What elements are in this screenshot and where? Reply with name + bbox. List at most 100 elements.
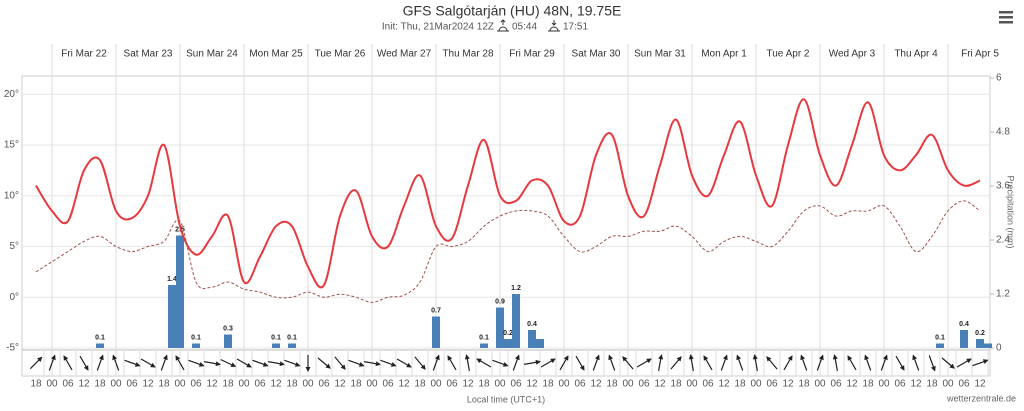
wind-arrow	[658, 354, 664, 371]
x-tick-label: 12	[462, 379, 474, 390]
x-tick-label: 18	[94, 379, 106, 390]
wind-arrow	[188, 359, 205, 367]
wind-arrow-head	[358, 362, 365, 367]
wind-arrow	[268, 361, 285, 367]
x-tick-label: 00	[558, 379, 570, 390]
x-tick-label: 12	[846, 379, 858, 390]
x-tick-label: 12	[398, 379, 410, 390]
x-tick-label: 18	[30, 379, 42, 390]
wind-arrow-head	[864, 354, 869, 361]
wind-arrow-head	[688, 354, 694, 360]
wind-arrow	[220, 359, 237, 367]
wind-arrow-head	[931, 365, 936, 372]
x-tick-label: 12	[718, 379, 730, 390]
wind-arrow	[800, 354, 808, 371]
precipitation-label: 0.1	[479, 334, 489, 341]
x-tick-label: 18	[478, 379, 490, 390]
day-label: Sun Mar 24	[186, 49, 238, 60]
precipitation-label: 2.5	[175, 226, 185, 233]
wind-arrow-head	[435, 354, 440, 361]
x-tick-label: 06	[190, 379, 202, 390]
menu-button[interactable]	[999, 11, 1013, 24]
y-tick-label: 5°	[9, 241, 19, 252]
day-label: Fri Apr 5	[961, 49, 999, 60]
wind-arrow-head	[51, 354, 56, 361]
x-tick-label: 00	[494, 379, 506, 390]
wind-arrow	[880, 354, 888, 371]
x-tick-label: 12	[270, 379, 282, 390]
x-tick-label: 18	[606, 379, 618, 390]
precipitation-bar	[512, 294, 520, 348]
precipitation-bar	[96, 343, 104, 348]
wind-arrow	[736, 354, 744, 371]
x-tick-label: 18	[734, 379, 746, 390]
wind-arrow	[380, 359, 397, 367]
wind-arrow-head	[447, 355, 453, 361]
day-label: Sat Mar 23	[124, 49, 173, 60]
wind-arrow-head	[340, 364, 346, 370]
y2-tick-label: 6	[996, 73, 1002, 84]
x-tick-label: 06	[638, 379, 650, 390]
precipitation-label: 0.4	[527, 321, 537, 328]
day-label: Fri Mar 22	[61, 49, 107, 60]
x-tick-label: 00	[302, 379, 314, 390]
x-tick-label: 06	[958, 379, 970, 390]
wind-arrow-head	[476, 358, 482, 364]
wind-arrow	[305, 355, 311, 372]
wind-arrow	[956, 358, 972, 368]
precipitation-bar	[272, 343, 280, 348]
precipitation-bar	[528, 330, 536, 348]
x-tick-label: 18	[158, 379, 170, 390]
precipitation-label: 1.4	[167, 276, 177, 283]
wind-arrow	[464, 354, 470, 371]
wind-arrow-head	[622, 356, 628, 362]
x-tick-label: 18	[542, 379, 554, 390]
wind-arrow-head	[464, 354, 470, 360]
precipitation-bar	[288, 343, 296, 348]
x-tick-label: 18	[222, 379, 234, 390]
wind-arrow	[396, 358, 412, 368]
x-tick-label: 18	[286, 379, 298, 390]
precipitation-bar	[224, 334, 232, 348]
y2-tick-label: 3.6	[996, 181, 1010, 192]
day-label: Thu Mar 28	[442, 49, 494, 60]
wind-arrow	[941, 357, 955, 369]
wind-arrow	[783, 355, 793, 371]
wind-arrow	[688, 354, 694, 371]
x-tick-label: 00	[814, 379, 826, 390]
wind-arrow	[703, 355, 713, 371]
chart-title: GFS Salgótarján (HU) 48N, 19.75E	[403, 3, 622, 19]
wind-arrow-head	[982, 359, 989, 364]
precipitation-label: 0.7	[431, 307, 441, 314]
x-tick-label: 06	[702, 379, 714, 390]
x-tick-label: 06	[254, 379, 266, 390]
wind-arrow	[832, 354, 838, 371]
wind-arrow-head	[676, 356, 682, 362]
wind-arrow-head	[949, 363, 955, 369]
x-tick-label: 06	[574, 379, 586, 390]
sunrise-time: 05:44	[512, 22, 537, 33]
wind-arrow	[766, 356, 778, 370]
wind-arrow	[252, 359, 269, 367]
precipitation-bar	[504, 339, 512, 348]
wind-arrow	[752, 354, 758, 371]
precipitation-bar	[976, 339, 984, 348]
credit: wetterzentrale.de	[946, 393, 1016, 403]
wind-arrow-head	[262, 362, 269, 367]
wind-arrow-head	[246, 362, 252, 368]
wind-arrow-head	[563, 355, 569, 361]
day-label: Fri Mar 29	[509, 49, 555, 60]
wind-arrow-head	[83, 365, 89, 371]
y-tick-label: -5°	[6, 343, 19, 354]
dewpoint-line	[35, 200, 981, 303]
wind-arrow-head	[305, 367, 311, 372]
precipitation-label: 0.9	[495, 298, 505, 305]
wind-arrow	[928, 355, 936, 372]
x-tick-label: 00	[430, 379, 442, 390]
wind-arrow	[622, 356, 634, 370]
wind-arrow-head	[787, 355, 793, 361]
wind-arrow	[972, 359, 989, 367]
x-tick-label: 06	[62, 379, 74, 390]
x-tick-label: 18	[350, 379, 362, 390]
wind-arrow	[414, 356, 426, 370]
